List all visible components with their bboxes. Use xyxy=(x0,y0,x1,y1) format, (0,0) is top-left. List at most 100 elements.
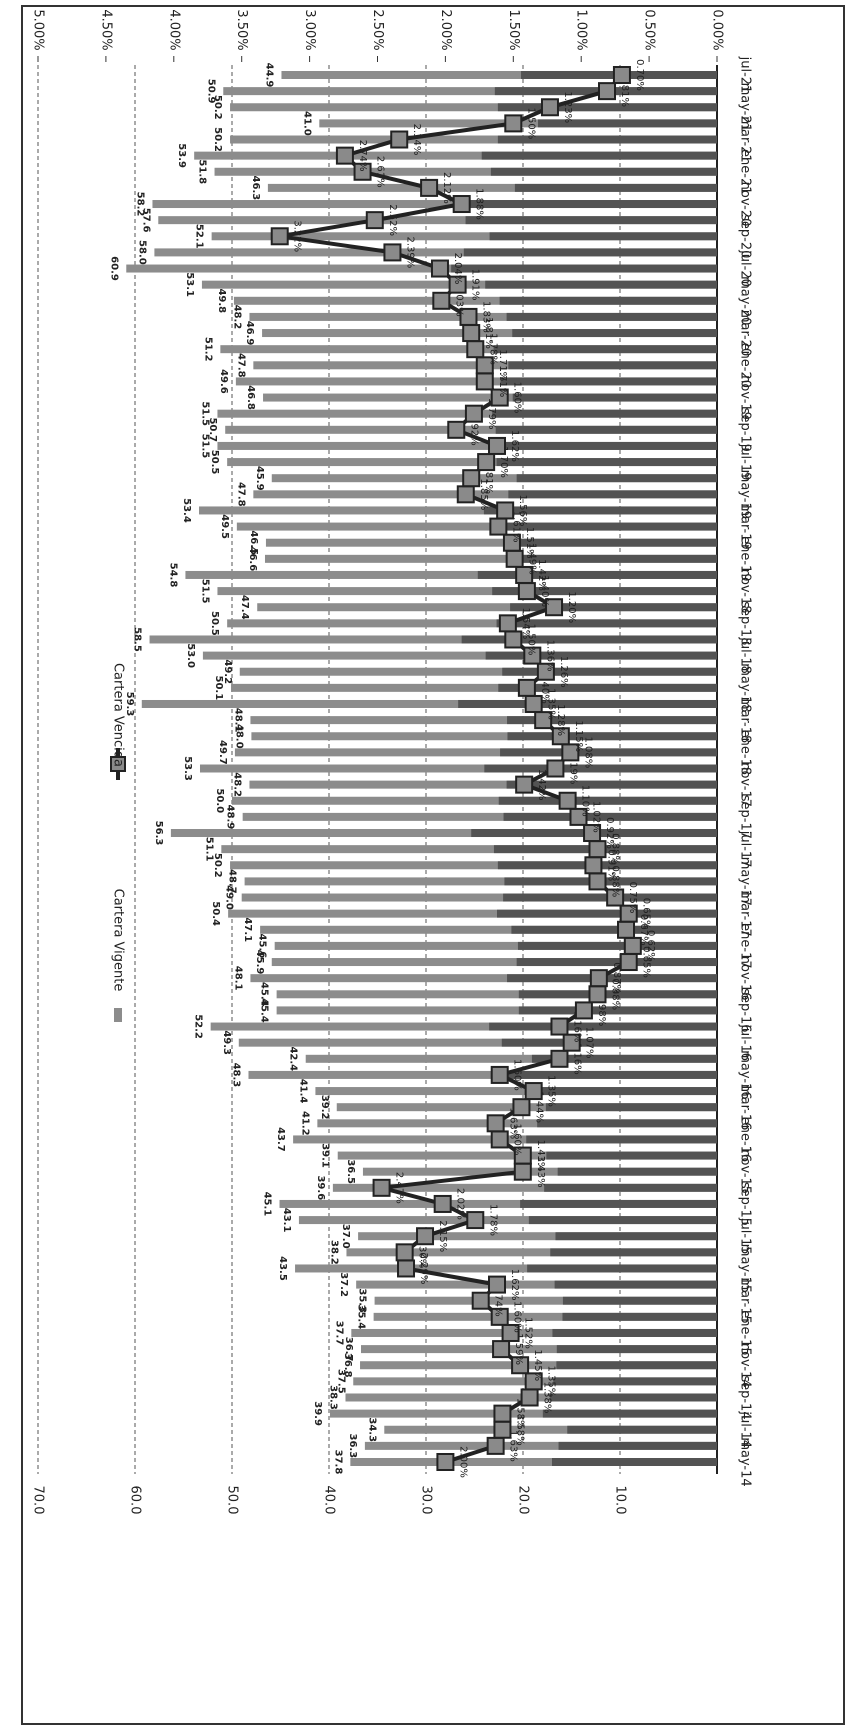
marker xyxy=(436,1453,455,1471)
data-label: 1.52% xyxy=(523,1317,534,1349)
data-label: 2.34% xyxy=(411,124,422,156)
data-label: 53.9 xyxy=(176,143,187,168)
bar xyxy=(249,312,717,321)
data-label: 2.12% xyxy=(441,172,452,204)
marker xyxy=(456,485,475,504)
data-label: 0.75% xyxy=(627,882,638,914)
bar-shade xyxy=(463,248,717,257)
bar-shade xyxy=(506,1070,717,1079)
legend-marker xyxy=(110,756,126,772)
y2-tick-label: 2.50% xyxy=(370,9,385,50)
marker xyxy=(397,1259,416,1278)
bar-shade xyxy=(497,135,717,144)
marker xyxy=(488,436,507,455)
bar xyxy=(264,554,717,563)
marker xyxy=(466,340,485,359)
data-label: 48.1 xyxy=(232,966,243,991)
data-label: 1.81% xyxy=(483,462,494,494)
bar-shade xyxy=(483,506,717,515)
bar-shade xyxy=(527,1264,717,1273)
bar-shade xyxy=(495,425,717,434)
data-label: 1.08% xyxy=(582,736,593,768)
data-label: 45.4 xyxy=(259,982,270,1007)
data-label: 1.42% xyxy=(536,769,547,801)
bar-shade xyxy=(498,796,717,805)
data-label: 48.3 xyxy=(230,1063,241,1088)
marker xyxy=(464,404,483,423)
data-label: 43.1 xyxy=(281,1208,292,1233)
data-label: 49.0 xyxy=(224,885,235,910)
bar-shade xyxy=(536,1087,717,1096)
x-tick-label: jul-19 xyxy=(738,443,753,481)
x-tick-label: nov-20 xyxy=(738,182,753,227)
data-label: 48.0 xyxy=(233,724,244,749)
bar-shade xyxy=(508,361,717,370)
marker xyxy=(619,953,638,972)
bar-shade xyxy=(550,1248,717,1257)
x-tick-label: sep-17 xyxy=(738,795,753,839)
marker xyxy=(504,114,523,133)
bar xyxy=(263,393,717,402)
marker xyxy=(561,743,580,762)
data-label: 37.0 xyxy=(340,1224,351,1249)
bar xyxy=(298,1216,717,1225)
marker xyxy=(430,259,449,278)
bar-shade xyxy=(461,635,717,644)
bar xyxy=(271,474,717,483)
marker xyxy=(540,98,559,117)
data-label: 1.40% xyxy=(539,575,550,607)
data-label: 1.26% xyxy=(558,656,569,688)
marker xyxy=(504,630,523,649)
bar-shade xyxy=(518,1006,717,1015)
bar xyxy=(346,1248,717,1257)
bar-shade xyxy=(558,1441,717,1450)
bar xyxy=(227,619,717,628)
data-label: 51.5 xyxy=(199,579,210,604)
data-label: 1.35% xyxy=(546,1365,557,1397)
bar xyxy=(364,1441,717,1450)
data-label: 50.2 xyxy=(212,127,223,152)
data-label: 43.5 xyxy=(277,1256,288,1281)
x-tick-label: sep-19 xyxy=(738,408,753,452)
marker xyxy=(395,1243,414,1262)
bar xyxy=(267,183,717,192)
bar-shade xyxy=(489,1022,717,1031)
data-label: 46.6 xyxy=(247,546,258,571)
x-tick-label: sep-18 xyxy=(738,601,753,645)
data-label: 2.04% xyxy=(452,253,463,285)
marker xyxy=(383,243,402,262)
bar-shade xyxy=(514,183,717,192)
x-tick-label: mar-16 xyxy=(738,1084,753,1130)
x-tick-label: jul-17 xyxy=(738,830,753,868)
data-label: 1.56% xyxy=(517,495,528,527)
marker xyxy=(488,1275,507,1294)
x-tick-label: may-17 xyxy=(738,857,753,906)
bar xyxy=(253,490,717,499)
marker xyxy=(583,824,602,843)
marker xyxy=(520,1388,539,1407)
data-label: 1.60% xyxy=(512,1059,523,1091)
y2-tick-label: 1.00% xyxy=(574,9,589,50)
marker xyxy=(574,1001,593,1020)
bar xyxy=(248,1070,718,1079)
data-label: 53.4 xyxy=(181,498,192,523)
x-tick-label: may-20 xyxy=(738,276,753,325)
data-label: 1.43% xyxy=(535,1156,546,1188)
data-label: 53.1 xyxy=(184,272,195,297)
marker xyxy=(471,1291,490,1310)
data-label: 37.5 xyxy=(335,1369,346,1394)
bar-shade xyxy=(553,1377,717,1386)
y2-tick-label: 0.00% xyxy=(710,9,725,50)
bar-shade xyxy=(508,490,717,499)
data-label: 36.3 xyxy=(347,1434,358,1459)
data-label: 51.2 xyxy=(202,337,213,362)
data-label: 39.2 xyxy=(319,1095,330,1120)
data-label: 47.8 xyxy=(235,482,246,507)
data-label: 1.91% xyxy=(470,269,481,301)
data-label: 60.9 xyxy=(108,256,119,281)
data-label: 50.0 xyxy=(214,788,225,813)
data-label: 53.3 xyxy=(182,756,193,781)
data-label: 41.0 xyxy=(301,111,312,136)
marker xyxy=(513,1146,532,1165)
